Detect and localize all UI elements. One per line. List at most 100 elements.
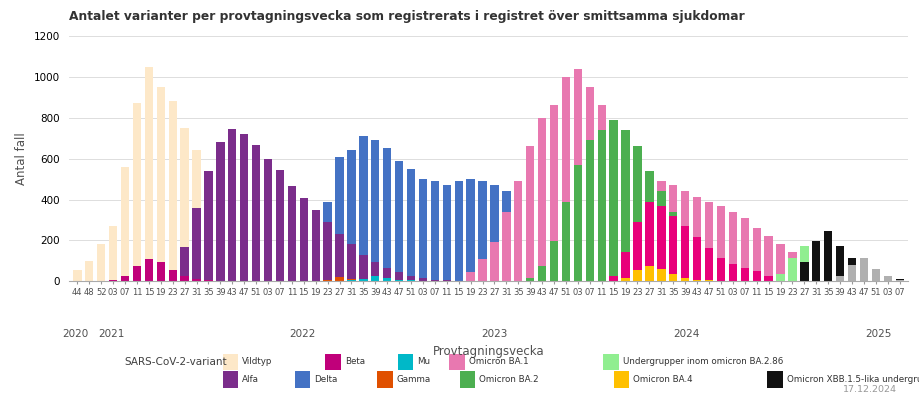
Bar [96,245,106,281]
Bar [370,262,379,281]
Bar [811,266,820,281]
Bar [216,196,224,281]
Bar [668,216,676,281]
Bar [656,205,664,281]
Bar [728,272,736,281]
Bar [704,258,712,281]
Bar [811,241,820,281]
Bar [776,278,784,281]
Bar [120,167,129,281]
Bar [108,280,117,281]
Bar [859,258,868,281]
Bar [870,280,879,281]
Bar [788,252,796,281]
Bar [264,241,272,281]
Bar [740,218,748,281]
Bar [800,280,808,281]
Bar [692,245,700,281]
Bar [608,278,618,281]
Bar [335,156,344,281]
Bar [156,87,165,281]
Bar [644,266,652,281]
Bar [478,181,486,281]
Bar [180,247,188,281]
Text: Undergrupper inom omicron BA.2.86: Undergrupper inom omicron BA.2.86 [622,358,782,366]
Bar [716,258,724,281]
Bar [192,207,200,281]
Bar [692,198,700,281]
Bar [668,185,676,281]
Bar [752,278,760,281]
Bar [502,212,510,281]
Bar [276,170,284,281]
Bar [656,181,664,281]
Bar [882,276,891,281]
Bar [835,274,844,281]
Bar [204,177,212,281]
Bar [597,276,606,281]
Bar [562,77,570,281]
Bar [608,126,618,281]
Text: Delta: Delta [313,375,337,384]
Bar [406,276,414,281]
Bar [252,145,260,281]
Bar [835,276,844,281]
Bar [168,270,176,281]
Bar [788,258,796,281]
Bar [894,279,902,281]
Bar [132,103,141,281]
Bar [882,276,891,281]
Bar [288,186,296,281]
Bar [740,276,748,281]
Text: Omicron BA.4: Omicron BA.4 [632,375,692,384]
Bar [526,278,534,281]
Bar [644,171,652,281]
Bar [168,272,176,281]
Bar [585,272,594,281]
Bar [550,105,558,281]
Text: 2025: 2025 [864,329,891,339]
Bar [882,278,891,281]
Bar [335,280,344,281]
Bar [538,118,546,281]
Text: Omicron BA.2: Omicron BA.2 [479,375,538,384]
Bar [312,210,320,281]
Bar [430,280,438,281]
Bar [656,269,664,281]
Text: Gamma: Gamma [396,375,430,384]
Bar [346,279,356,281]
Bar [680,192,688,281]
Bar [335,234,344,281]
Bar [692,280,700,281]
Bar [620,278,630,281]
Bar [538,266,546,281]
Bar [847,265,856,281]
Bar [74,270,82,281]
Bar [835,245,844,281]
Bar [740,268,748,281]
Bar [108,226,117,281]
Bar [346,245,356,281]
Bar [478,259,486,281]
Y-axis label: Antal fall: Antal fall [15,132,28,185]
Text: 17.12.2024: 17.12.2024 [842,385,896,394]
Bar [620,146,630,281]
Bar [716,205,724,281]
Bar [573,165,582,281]
Bar [216,280,224,281]
Bar [358,279,368,281]
Bar [644,201,652,281]
Bar [608,276,618,281]
Bar [847,258,856,281]
Bar [776,280,784,281]
Bar [204,280,212,281]
Bar [800,262,808,281]
Text: 2020: 2020 [62,329,88,339]
Bar [764,276,772,281]
Bar [228,129,236,281]
Text: 2021: 2021 [97,329,124,339]
Bar [370,280,379,281]
Bar [502,192,510,281]
Bar [454,181,462,281]
Bar [847,265,856,281]
